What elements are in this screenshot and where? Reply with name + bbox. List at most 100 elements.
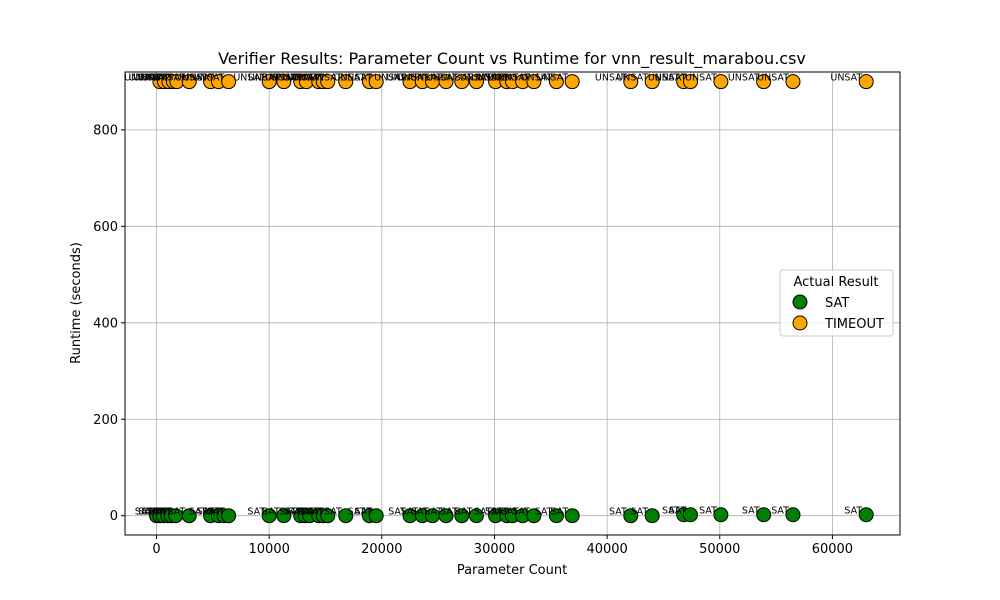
x-tick-label: 0	[152, 542, 160, 557]
data-label: UNSAT	[283, 73, 315, 84]
data-label: SAT	[306, 507, 324, 518]
data-point-timeout	[713, 74, 729, 90]
data-label: SAT	[279, 507, 297, 518]
data-label: UNSAT	[616, 73, 648, 84]
data-label: SAT	[401, 507, 419, 518]
data-point-sat	[261, 508, 277, 524]
data-label: UNSAT	[248, 73, 280, 84]
data-point-sat	[368, 508, 384, 524]
data-point-sat	[320, 508, 336, 524]
data-label: SAT	[844, 506, 862, 517]
data-label: SAT	[207, 507, 225, 518]
data-point-timeout	[261, 74, 277, 90]
data-label: SAT	[411, 507, 429, 518]
data-point-sat	[276, 508, 292, 524]
data-label: UNSAT	[487, 73, 519, 84]
data-label: SAT	[288, 507, 306, 518]
data-point-timeout	[785, 74, 801, 90]
x-tick-label: 40000	[586, 542, 627, 557]
data-label: UNSAT	[334, 73, 366, 84]
data-label: UNSAT	[426, 73, 458, 84]
data-label: UNSAT	[830, 73, 862, 84]
data-label: UNSAT	[141, 73, 173, 84]
x-tick-label: 20000	[361, 542, 402, 557]
data-point-timeout	[526, 74, 542, 90]
data-point-sat	[713, 507, 729, 523]
legend-marker-sat	[792, 294, 808, 310]
data-label: SAT	[262, 507, 280, 518]
data-point-timeout	[682, 74, 698, 90]
data-point-sat	[785, 507, 801, 523]
data-label: UNSAT	[133, 73, 165, 84]
data-label: SAT	[197, 507, 215, 518]
data-label: SAT	[149, 507, 167, 518]
data-label: UNSAT	[138, 73, 170, 84]
data-label: SAT	[771, 506, 789, 517]
data-label: SAT	[142, 507, 160, 518]
data-label: SAT	[138, 507, 156, 518]
data-label: SAT	[485, 507, 503, 518]
legend-title: Actual Result	[793, 275, 878, 290]
data-label: SAT	[501, 507, 519, 518]
data-label: UNSAT	[271, 73, 303, 84]
data-label: UNSAT	[124, 73, 156, 84]
data-point-sat	[221, 508, 237, 524]
data-point-timeout	[756, 74, 772, 90]
data-label: UNSAT	[287, 73, 319, 84]
data-label: SAT	[146, 507, 164, 518]
data-label: UNSAT	[441, 73, 473, 84]
data-label: UNSAT	[648, 73, 680, 84]
data-point-sat	[548, 508, 564, 524]
data-label: UNSAT	[521, 73, 553, 84]
data-point-sat	[682, 507, 698, 523]
data-label: SAT	[699, 506, 717, 517]
data-label: SAT	[202, 507, 220, 518]
data-point-timeout	[644, 74, 660, 90]
data-point-timeout	[858, 74, 874, 90]
x-axis-label: Parameter Count	[457, 563, 567, 578]
legend: Actual Result SAT TIMEOUT	[779, 269, 894, 337]
data-points	[149, 74, 874, 524]
x-tick-label: 50000	[699, 542, 740, 557]
data-point-sat	[454, 508, 470, 524]
data-label: SAT	[301, 507, 319, 518]
data-label: UNSAT	[233, 73, 265, 84]
data-point-timeout	[338, 74, 354, 90]
data-label: SAT	[455, 507, 473, 518]
data-point-sat	[623, 508, 639, 524]
data-label: UNSAT	[193, 73, 225, 84]
data-point-timeout	[438, 74, 454, 90]
data-point-timeout	[181, 74, 197, 90]
data-point-timeout	[623, 74, 639, 90]
data-label: SAT	[354, 507, 372, 518]
data-point-sat	[181, 508, 197, 524]
data-label: UNSAT	[387, 73, 419, 84]
legend-entry-timeout: TIMEOUT	[824, 317, 884, 332]
data-label: SAT	[247, 507, 265, 518]
y-tick-label: 200	[93, 413, 118, 428]
data-label: UNSAT	[460, 73, 492, 84]
data-point-sat	[438, 508, 454, 524]
data-label: SAT	[630, 507, 648, 518]
data-label: SAT	[324, 507, 342, 518]
data-label: UNSAT	[595, 73, 627, 84]
data-point-sat	[644, 508, 660, 524]
data-point-sat	[338, 508, 354, 524]
data-point-timeout	[454, 74, 470, 90]
data-label: SAT	[550, 507, 568, 518]
data-label: UNSAT	[655, 73, 687, 84]
y-tick-label: 800	[93, 123, 118, 138]
data-label: SAT	[440, 507, 458, 518]
data-label: UNSAT	[536, 73, 568, 84]
y-tick-label: 0	[110, 509, 118, 524]
plot-frame	[124, 71, 901, 536]
data-label: SAT	[283, 507, 301, 518]
data-label: UNSAT	[374, 73, 406, 84]
grid	[125, 72, 900, 535]
data-label: SAT	[297, 507, 315, 518]
data-label: SAT	[189, 507, 207, 518]
data-label: SAT	[154, 507, 172, 518]
data-point-timeout	[276, 74, 292, 90]
